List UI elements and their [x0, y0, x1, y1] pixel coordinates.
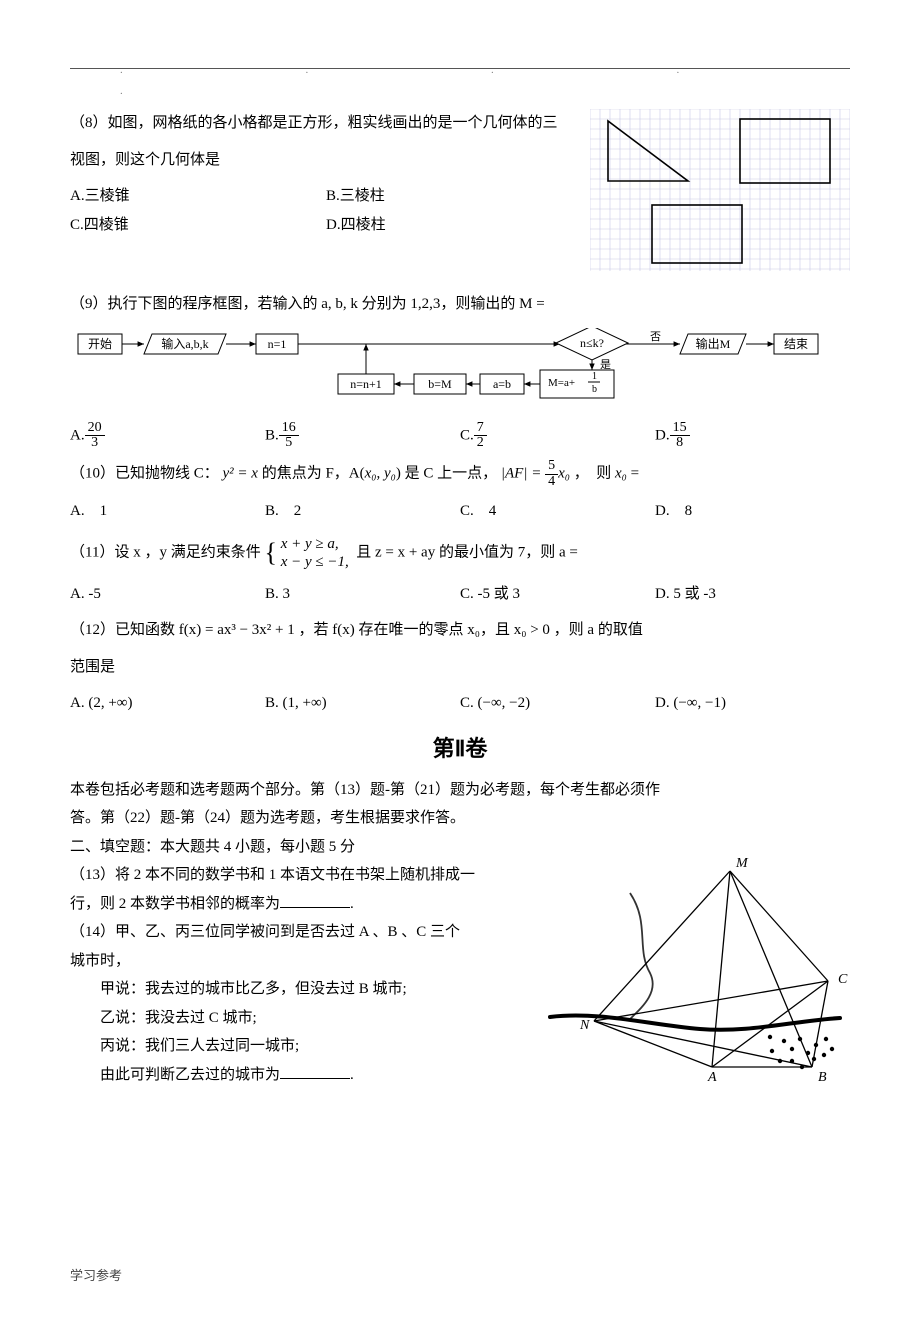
q8-three-view-figure [590, 109, 850, 282]
q9-opt-d[interactable]: D.158 [655, 421, 850, 451]
q10-a: （10）已知抛物线 C： [70, 466, 219, 482]
svg-text:输入a,b,k: 输入a,b,k [161, 336, 208, 351]
svg-text:b=M: b=M [428, 377, 452, 391]
q12-opt-a[interactable]: A. (2, +∞) [70, 689, 265, 718]
svg-text:n=n+1: n=n+1 [350, 377, 382, 391]
page-footer: 学习参考 [70, 1264, 850, 1289]
q13-blank[interactable] [280, 892, 350, 908]
svg-text:n≤k?: n≤k? [580, 336, 604, 350]
svg-text:n=1: n=1 [268, 337, 287, 351]
q10-opt-b[interactable]: B. 2 [265, 497, 460, 526]
q11-opt-c[interactable]: C. -5 或 3 [460, 580, 655, 609]
q8-opt-a[interactable]: A.三棱锥 [70, 182, 326, 211]
q10-x0c: x₀ [615, 466, 627, 482]
q12-stem-line2: 范围是 [70, 653, 850, 682]
q10-stem: （10）已知抛物线 C： y² = x 的焦点为 F，A(x₀, y₀) 是 C… [70, 459, 850, 489]
svg-text:N: N [579, 1018, 590, 1033]
q11-opt-a[interactable]: A. -5 [70, 580, 265, 609]
q10-af: |AF| = [501, 466, 541, 482]
section-2-title: 第Ⅱ卷 [70, 728, 850, 770]
q10-frac-n: 5 [545, 459, 558, 475]
q8-opt-c[interactable]: C.四棱锥 [70, 211, 326, 240]
svg-text:1: 1 [592, 371, 597, 382]
q11-cond-bot: x − y ≤ −1, [281, 553, 349, 571]
q12-opt-b[interactable]: B. (1, +∞) [265, 689, 460, 718]
q8-opt-d[interactable]: D.四棱柱 [326, 211, 582, 240]
q9-b-den: 5 [279, 436, 299, 451]
q14-s4a: 由此可判断乙去过的城市为 [100, 1067, 280, 1083]
q9-a-den: 3 [85, 436, 105, 451]
q12-options: A. (2, +∞) B. (1, +∞) C. (−∞, −2) D. (−∞… [70, 689, 850, 718]
svg-text:b: b [592, 384, 597, 395]
svg-text:否: 否 [650, 331, 661, 343]
q10-frac-d: 4 [545, 475, 558, 490]
q12-opt-d[interactable]: D. (−∞, −1) [655, 689, 850, 718]
q8-opt-b[interactable]: B.三棱柱 [326, 182, 582, 211]
q9-options: A.203 B.165 C.72 D.158 [70, 421, 850, 451]
section-2-intro-line2: 答。第（22）题-第（24）题为选考题，考生根据要求作答。 [70, 804, 850, 833]
q10-b: 的焦点为 F，A( [262, 466, 365, 482]
q9-opt-b[interactable]: B.165 [265, 421, 460, 451]
q14-blank[interactable] [280, 1063, 350, 1079]
page-header-rule: . . . . . [70, 60, 850, 69]
q11-opt-b[interactable]: B. 3 [265, 580, 460, 609]
q9-stem-text: （9）执行下图的程序框图，若输入的 a, b, k 分别为 1,2,3，则输出的… [70, 296, 545, 312]
q9-c-num: 7 [474, 421, 487, 437]
q10-y0: y₀ [384, 466, 396, 482]
q11-stem: （11）设 x ，y 满足约束条件 { x + y ≥ a, x − y ≤ −… [70, 534, 850, 572]
q11-brace: { [264, 534, 276, 572]
q11-options: A. -5 B. 3 C. -5 或 3 D. 5 或 -3 [70, 580, 850, 609]
q9-d-prefix: D. [655, 427, 670, 443]
q10-opt-c[interactable]: C. 4 [460, 497, 655, 526]
q13-line2-text: 行，则 2 本数学书相邻的概率为 [70, 896, 280, 912]
q9-stem: （9）执行下图的程序框图，若输入的 a, b, k 分别为 1,2,3，则输出的… [70, 290, 850, 319]
q10-options: A. 1 B. 2 C. 4 D. 8 [70, 497, 850, 526]
q11-opt-d[interactable]: D. 5 或 -3 [655, 580, 850, 609]
svg-text:输出M: 输出M [696, 336, 731, 351]
q11-b: 且 z = x + ay 的最小值为 7，则 a = [356, 544, 578, 560]
q9-a-num: 20 [85, 421, 105, 437]
q9-d-num: 15 [670, 421, 690, 437]
q12-opt-c[interactable]: C. (−∞, −2) [460, 689, 655, 718]
svg-text:结束: 结束 [784, 337, 808, 351]
q14-s4b: . [350, 1067, 354, 1083]
q9-b-prefix: B. [265, 427, 279, 443]
q10-opt-d[interactable]: D. 8 [655, 497, 850, 526]
q14-geometry-figure: M C N A B [540, 853, 850, 1104]
q8-options: A.三棱锥 B.三棱柱 C.四棱锥 D.四棱柱 [70, 182, 582, 239]
q9-d-den: 8 [670, 436, 690, 451]
section-2-intro-line1: 本卷包括必考题和选考题两个部分。第（13）题-第（21）题为必考题，每个考生都必… [70, 776, 850, 805]
q12-stem-line1: （12）已知函数 f(x) = ax³ − 3x² + 1 ，若 f(x) 存在… [70, 616, 850, 645]
q10-opt-a[interactable]: A. 1 [70, 497, 265, 526]
svg-text:是: 是 [600, 358, 611, 371]
svg-text:A: A [707, 1070, 717, 1085]
q9-c-prefix: C. [460, 427, 474, 443]
svg-text:C: C [838, 972, 848, 987]
q11-a: （11）设 x ，y 满足约束条件 [70, 544, 261, 560]
q10-e: = [627, 466, 639, 482]
q9-a-prefix: A. [70, 427, 85, 443]
q9-b-num: 16 [279, 421, 299, 437]
q13-tail: . [350, 896, 354, 912]
q9-c-den: 2 [474, 436, 487, 451]
q10-d: ， 则 [574, 466, 615, 482]
q11-cond-top: x + y ≥ a, [281, 535, 349, 553]
svg-text:开始: 开始 [88, 337, 112, 351]
q10-c: ) 是 C 上一点， [396, 466, 497, 482]
svg-text:B: B [818, 1070, 827, 1085]
q10-x0a: x₀ [365, 466, 377, 482]
svg-text:M: M [735, 856, 749, 871]
svg-text:a=b: a=b [493, 377, 511, 391]
q9-opt-c[interactable]: C.72 [460, 421, 655, 451]
q9-opt-a[interactable]: A.203 [70, 421, 265, 451]
q10-x0b: x₀ [558, 466, 570, 482]
q9-flowchart: 开始 输入a,b,k n=1 n≤k? 输出M 结束 a=b b=M n=n+1 M=a+ 1 b 是 否 [70, 328, 850, 415]
q10-eq1: y² = x [223, 466, 258, 482]
svg-text:M=a+: M=a+ [548, 377, 575, 389]
